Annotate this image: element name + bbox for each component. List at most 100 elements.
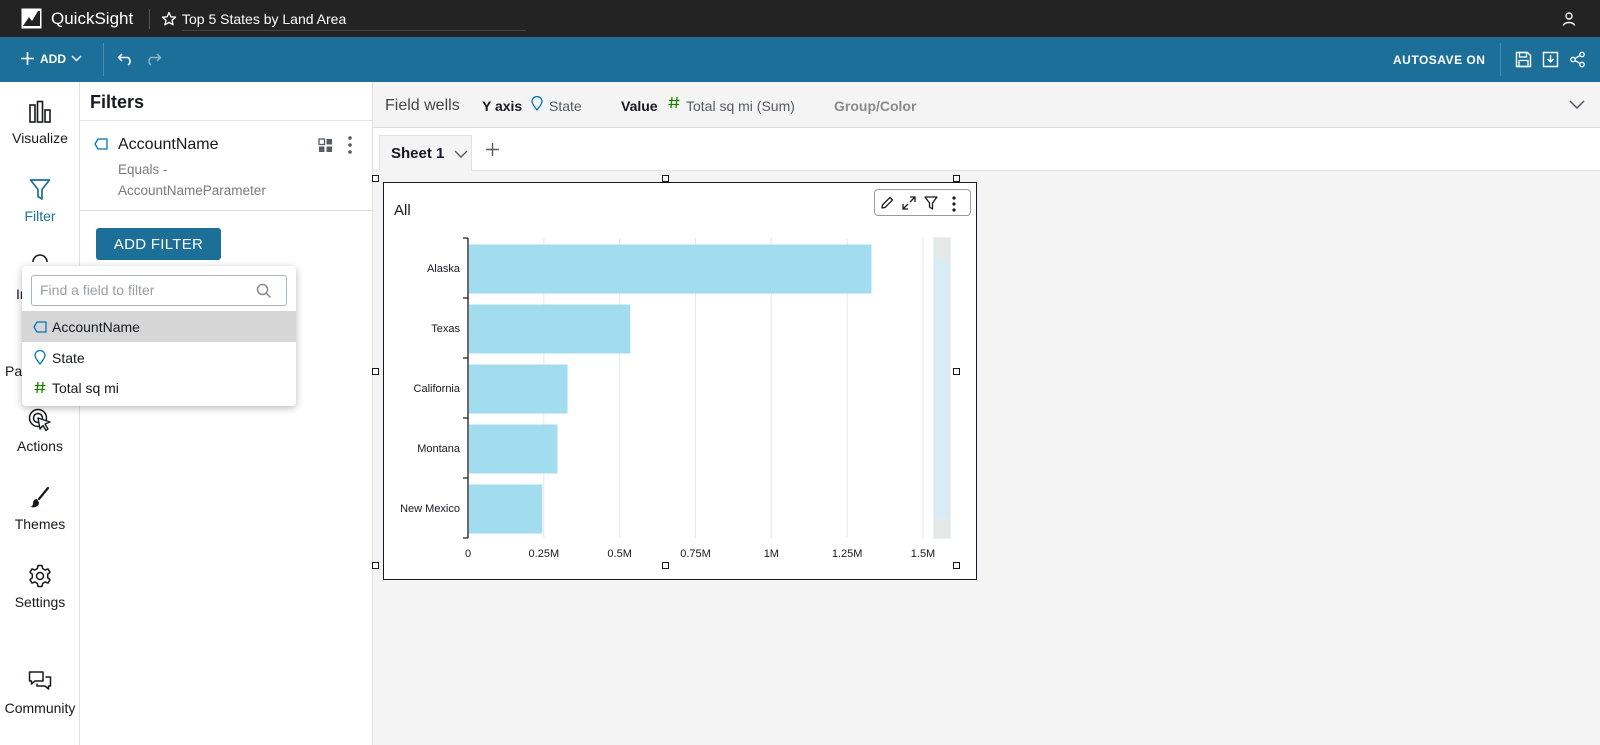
rail-item-filter[interactable]: Filter (0, 178, 80, 224)
rail-item-settings[interactable]: Settings (0, 564, 80, 610)
y-axis-well-field[interactable]: State (549, 98, 582, 114)
dimension-tag-icon (33, 320, 47, 333)
resize-handle[interactable] (372, 562, 379, 569)
chevron-down-icon[interactable] (1569, 100, 1585, 109)
rail-item-visualize[interactable]: Visualize (0, 100, 80, 146)
resize-handle[interactable] (662, 562, 669, 569)
filter-field-name: AccountName (118, 136, 219, 153)
tab-sheet-1[interactable]: Sheet 1 (379, 135, 472, 171)
user-icon[interactable] (1561, 11, 1577, 27)
field-search-input[interactable] (40, 282, 245, 298)
field-option-total-sq-mi[interactable]: Total sq mi (22, 372, 296, 403)
divider (103, 43, 104, 76)
filter-icon[interactable] (924, 196, 938, 210)
bar-texas[interactable] (469, 304, 631, 354)
field-search-box (31, 275, 287, 306)
x-tick-label: 0.5M (607, 548, 631, 560)
y-tick-label: New Mexico (400, 503, 460, 515)
apply-to-visuals-icon[interactable] (318, 138, 333, 153)
star-icon[interactable] (161, 11, 177, 27)
quicksight-logo-icon (21, 8, 42, 29)
resize-handle[interactable] (953, 175, 960, 182)
x-tick-label: 1M (764, 548, 779, 560)
group-color-well[interactable]: Group/Color (834, 98, 917, 114)
divider (149, 9, 150, 29)
add-filter-button[interactable]: ADD FILTER (96, 228, 221, 260)
rail-item-label: Themes (14, 516, 66, 532)
autosave-toggle[interactable]: AUTOSAVE ON (1393, 53, 1486, 67)
chat-icon (28, 671, 52, 690)
value-well-field[interactable]: Total sq mi (Sum) (686, 98, 795, 114)
add-button[interactable]: ADD (20, 51, 82, 66)
filter-card[interactable]: AccountName Equals - AccountNameParamete… (80, 121, 373, 211)
resize-handle[interactable] (953, 368, 960, 375)
insights-icon[interactable] (30, 254, 50, 262)
chevron-down-icon[interactable] (454, 150, 468, 158)
bar-chart-icon (29, 100, 51, 123)
download-icon[interactable] (1542, 51, 1559, 68)
field-option-state[interactable]: State (22, 342, 296, 373)
brand-name[interactable]: QuickSight (51, 9, 134, 28)
field-dropdown: AccountName State Total sq mi (22, 266, 296, 406)
analysis-title[interactable]: Top 5 States by Land Area (182, 11, 526, 31)
undo-icon[interactable] (117, 52, 134, 66)
measure-hash-icon (668, 96, 680, 109)
scrollbar-thumb-top (935, 239, 949, 259)
filters-title: Filters (90, 92, 145, 112)
rail-item-insights-partial[interactable]: In (16, 286, 28, 302)
bar-montana[interactable] (469, 424, 558, 474)
rail-item-themes[interactable]: Themes (0, 486, 80, 532)
rail-item-parameters-partial[interactable]: Par (5, 363, 27, 379)
sheet-tabs-bar: Sheet 1 (373, 128, 1600, 171)
resize-handle[interactable] (372, 175, 379, 182)
chart-area: Alaska Texas California Montana New Mexico 0 0… (400, 237, 951, 560)
more-vertical-icon[interactable] (348, 136, 352, 154)
filter-parameter: AccountNameParameter (118, 183, 266, 198)
left-rail: Visualize Filter In Par Actions Themes S… (0, 82, 80, 745)
expand-icon[interactable] (902, 196, 916, 210)
geo-pin-icon (34, 350, 46, 365)
more-vertical-icon[interactable] (952, 196, 956, 212)
x-tick-label: 1.25M (832, 548, 863, 560)
plus-icon (21, 52, 34, 65)
field-option-label: State (52, 349, 85, 366)
gear-icon (29, 564, 51, 588)
x-tick-label: 0 (465, 548, 471, 560)
visual-title[interactable]: All (394, 202, 411, 219)
resize-handle[interactable] (953, 562, 960, 569)
resize-handle[interactable] (662, 175, 669, 182)
search-icon (256, 283, 272, 299)
sheet-tab-label: Sheet 1 (391, 145, 445, 162)
filter-description: Equals - AccountNameParameter (118, 159, 266, 201)
analysis-canvas: All Alaska Texas California Montana New Mexi… (372, 171, 1600, 745)
save-icon[interactable] (1515, 51, 1532, 68)
add-sheet-icon[interactable] (485, 142, 500, 157)
field-option-accountname[interactable]: AccountName (22, 311, 296, 342)
bar-chart-visual[interactable]: All Alaska Texas California Montana New Mexi… (383, 182, 977, 580)
field-option-label: AccountName (52, 318, 140, 335)
field-option-label: Total sq mi (52, 379, 119, 396)
bar-california[interactable] (469, 364, 568, 414)
rail-item-actions[interactable]: Actions (0, 408, 80, 454)
edit-icon[interactable] (880, 196, 894, 210)
redo-icon[interactable] (145, 52, 162, 66)
y-tick-label: Montana (417, 443, 461, 455)
divider (1500, 43, 1501, 76)
resize-handle[interactable] (372, 368, 379, 375)
y-tick-label: Texas (431, 323, 460, 335)
bar-alaska[interactable] (469, 244, 872, 294)
share-icon[interactable] (1569, 51, 1586, 68)
filters-panel: Filters AccountName Equals - AccountName… (80, 82, 373, 745)
geo-pin-icon (531, 96, 543, 111)
chart-scrollbar[interactable] (933, 237, 951, 539)
add-button-label: ADD (40, 51, 66, 66)
filter-condition: Equals - (118, 162, 168, 177)
bar-new-mexico[interactable] (469, 484, 543, 534)
value-well-label: Value (621, 98, 658, 114)
rail-item-community[interactable]: Community (0, 670, 80, 716)
rail-item-label: Community (4, 700, 76, 716)
top-bar: QuickSight Top 5 States by Land Area (0, 0, 1600, 37)
y-tick-label: Alaska (427, 263, 461, 275)
field-wells-label[interactable]: Field wells (385, 97, 460, 114)
filter-icon (29, 179, 51, 200)
